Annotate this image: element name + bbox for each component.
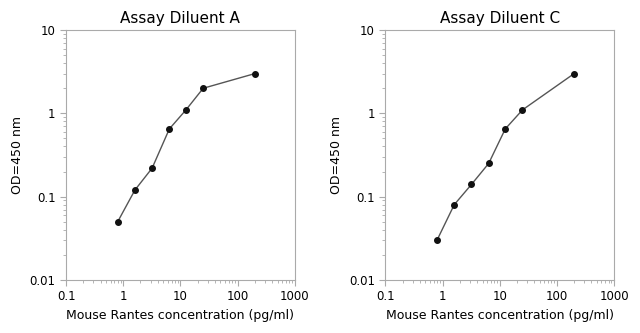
Title: Assay Diluent C: Assay Diluent C — [440, 11, 560, 26]
Y-axis label: OD=450 nm: OD=450 nm — [11, 116, 24, 194]
Y-axis label: OD=450 nm: OD=450 nm — [330, 116, 344, 194]
X-axis label: Mouse Rantes concentration (pg/ml): Mouse Rantes concentration (pg/ml) — [386, 309, 614, 322]
X-axis label: Mouse Rantes concentration (pg/ml): Mouse Rantes concentration (pg/ml) — [67, 309, 294, 322]
Title: Assay Diluent A: Assay Diluent A — [120, 11, 241, 26]
